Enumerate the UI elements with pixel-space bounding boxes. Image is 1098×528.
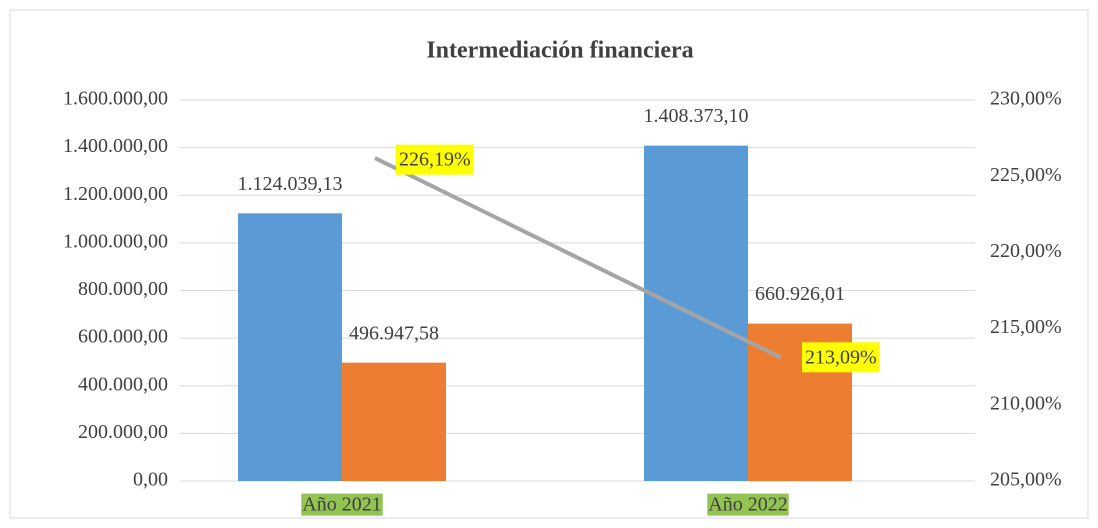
data-label-bg (802, 342, 880, 373)
y-tick-label: 200.000,00 (78, 421, 168, 443)
chart-frame (9, 9, 1089, 519)
bar (644, 145, 748, 481)
y-tick-label: 800.000,00 (78, 278, 168, 300)
y2-tick-label: 230,00% (990, 88, 1062, 110)
y-tick-label: 0,00 (133, 469, 168, 491)
data-label: 660.926,01 (755, 283, 845, 305)
y2-tick-label: 205,00% (990, 469, 1062, 491)
data-label: 1.124.039,13 (238, 173, 343, 195)
y2-tick-label: 225,00% (990, 164, 1062, 186)
x-tick-label: Año 2021 (302, 494, 381, 516)
y2-tick-label: 215,00% (990, 316, 1062, 338)
data-label: 226,19% (399, 149, 471, 171)
y-tick-label: 600.000,00 (78, 326, 168, 348)
data-label: 496.947,58 (349, 322, 439, 344)
y-tick-label: 1.600.000,00 (63, 88, 168, 110)
y2-tick-label: 220,00% (990, 240, 1062, 262)
data-label: 213,09% (805, 346, 877, 368)
line (374, 156, 782, 360)
category-label-bg (707, 493, 789, 516)
y2-tick-label: 210,00% (990, 392, 1062, 414)
y-tick-label: 1.000.000,00 (63, 230, 168, 252)
x-tick-label: Año 2022 (708, 494, 787, 516)
y-tick-label: 400.000,00 (78, 373, 168, 395)
data-label-bg (396, 144, 474, 175)
bar (238, 213, 342, 481)
chart-title: Intermediación financiera (426, 38, 693, 64)
y-tick-label: 1.200.000,00 (63, 183, 168, 205)
category-label-bg (301, 493, 383, 516)
bar (342, 362, 446, 481)
y-tick-label: 1.400.000,00 (63, 135, 168, 157)
data-label: 1.408.373,10 (644, 105, 749, 127)
